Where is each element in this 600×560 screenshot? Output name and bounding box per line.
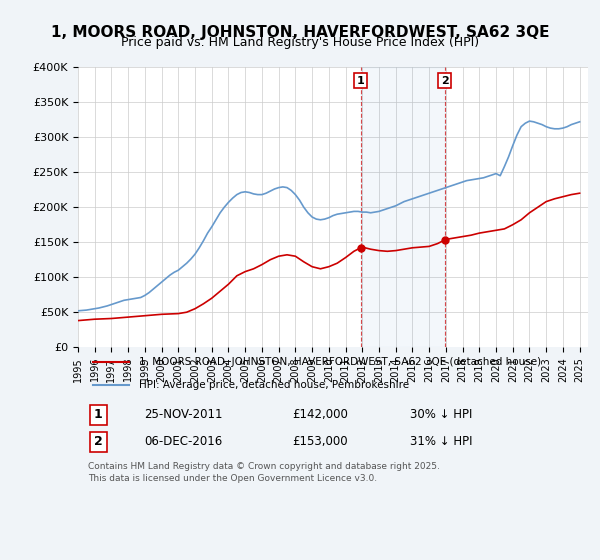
Text: £142,000: £142,000 <box>292 408 348 421</box>
Text: 30% ↓ HPI: 30% ↓ HPI <box>409 408 472 421</box>
Text: Contains HM Land Registry data © Crown copyright and database right 2025.
This d: Contains HM Land Registry data © Crown c… <box>88 462 440 483</box>
Text: 2: 2 <box>94 436 103 449</box>
Text: £153,000: £153,000 <box>292 436 348 449</box>
Text: 1, MOORS ROAD, JOHNSTON, HAVERFORDWEST, SA62 3QE (detached house): 1, MOORS ROAD, JOHNSTON, HAVERFORDWEST, … <box>139 357 541 367</box>
Text: 1, MOORS ROAD, JOHNSTON, HAVERFORDWEST, SA62 3QE: 1, MOORS ROAD, JOHNSTON, HAVERFORDWEST, … <box>51 25 549 40</box>
Text: 06-DEC-2016: 06-DEC-2016 <box>145 436 223 449</box>
Text: 1: 1 <box>357 76 364 86</box>
Bar <box>361 67 445 347</box>
Text: Price paid vs. HM Land Registry's House Price Index (HPI): Price paid vs. HM Land Registry's House … <box>121 36 479 49</box>
Text: 1: 1 <box>94 408 103 421</box>
Text: 31% ↓ HPI: 31% ↓ HPI <box>409 436 472 449</box>
Text: 25-NOV-2011: 25-NOV-2011 <box>145 408 223 421</box>
Text: 2: 2 <box>440 76 448 86</box>
Text: HPI: Average price, detached house, Pembrokeshire: HPI: Average price, detached house, Pemb… <box>139 380 409 390</box>
